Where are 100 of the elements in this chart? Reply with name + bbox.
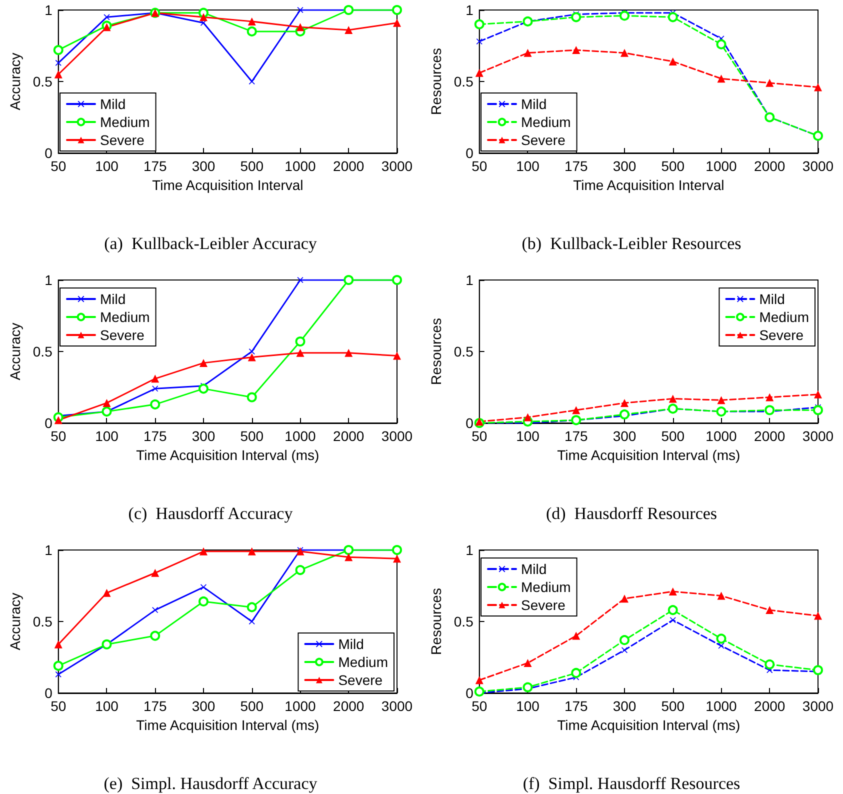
text: (c) Hausdorff Accuracy [128, 504, 294, 523]
x-tick-label: 3000 [802, 428, 834, 444]
y-tick-label: 0 [466, 685, 474, 701]
legend-label: Severe [338, 672, 383, 688]
y-axis-title: Resources [428, 48, 444, 115]
y-tick-label: 1 [466, 2, 474, 18]
x-tick-label: 100 [95, 428, 119, 444]
text: (f) Simpl. Hausdorff Resources [522, 774, 740, 793]
y-tick-label: 0.5 [32, 614, 53, 630]
x-tick-label: 175 [143, 698, 168, 714]
y-tick-label: 0 [44, 685, 53, 701]
x-axis-title: Time Acquisition Interval (ms) [136, 446, 320, 463]
x-tick-label: 3000 [381, 698, 413, 714]
y-tick-label: 0 [44, 145, 53, 161]
y-axis-title: Accuracy [7, 592, 23, 650]
y-tick-label: 0 [466, 145, 474, 161]
legend-label: Mild [100, 96, 126, 112]
x-tick-label: 300 [612, 428, 636, 444]
x-tick-label: 50 [50, 428, 66, 444]
x-tick-label: 3000 [381, 158, 413, 174]
y-tick-label: 1 [466, 542, 474, 558]
legend-label: Medium [521, 114, 571, 130]
text: (e) Simpl. Hausdorff Accuracy [104, 774, 318, 793]
x-tick-label: 100 [95, 158, 119, 174]
legend-label: Mild [338, 636, 364, 652]
y-axis-title: Accuracy [7, 52, 23, 110]
x-axis-title: Time Acquisition Interval [573, 176, 724, 193]
y-tick-label: 1 [466, 272, 474, 288]
legend-label: Medium [100, 309, 150, 325]
y-tick-label: 1 [44, 2, 53, 18]
x-tick-label: 1000 [706, 158, 738, 174]
x-tick-label: 500 [240, 698, 264, 714]
y-tick-label: 0.5 [32, 344, 53, 360]
legend-label: Mild [759, 291, 785, 307]
y-tick-label: 1 [44, 542, 53, 558]
x-tick-label: 2000 [754, 698, 786, 714]
legend-label: Mild [521, 561, 547, 577]
y-tick-label: 0.5 [454, 614, 474, 630]
x-tick-label: 100 [95, 698, 119, 714]
x-tick-label: 500 [661, 698, 685, 714]
x-tick-label: 175 [564, 158, 588, 174]
x-tick-label: 2000 [754, 428, 786, 444]
x-axis-title: Time Acquisition Interval (ms) [557, 716, 740, 733]
x-tick-label: 175 [143, 158, 168, 174]
x-tick-label: 50 [472, 158, 488, 174]
x-tick-label: 50 [50, 158, 66, 174]
x-tick-label: 1000 [706, 698, 738, 714]
x-tick-label: 1000 [284, 428, 316, 444]
x-tick-label: 3000 [802, 698, 834, 714]
legend-label: Severe [100, 132, 145, 148]
x-tick-label: 300 [192, 158, 216, 174]
text: (a) Kullback-Leibler Accuracy [104, 234, 318, 253]
y-tick-label: 0.5 [32, 74, 53, 90]
legend-label: Medium [759, 309, 810, 325]
x-tick-label: 2000 [333, 428, 364, 444]
y-axis-title: Resources [428, 318, 444, 385]
x-tick-label: 175 [143, 428, 168, 444]
y-tick-label: 0 [466, 415, 474, 431]
legend-label: Mild [100, 291, 126, 307]
x-tick-label: 500 [661, 428, 685, 444]
x-axis-title: Time Acquisition Interval (ms) [557, 446, 740, 463]
x-tick-label: 500 [240, 428, 264, 444]
x-tick-label: 1000 [284, 698, 316, 714]
x-axis-title: Time Acquisition Interval [152, 176, 304, 193]
x-tick-label: 175 [564, 698, 588, 714]
x-tick-label: 50 [50, 698, 66, 714]
x-tick-label: 2000 [333, 698, 364, 714]
x-tick-label: 175 [564, 428, 588, 444]
x-tick-label: 300 [612, 698, 636, 714]
legend-label: Severe [521, 597, 566, 613]
x-tick-label: 500 [661, 158, 685, 174]
x-tick-label: 100 [516, 698, 540, 714]
y-axis-title: Resources [428, 588, 444, 655]
x-tick-label: 2000 [754, 158, 786, 174]
y-tick-label: 0.5 [454, 344, 474, 360]
x-tick-label: 100 [516, 158, 540, 174]
x-tick-label: 2000 [333, 158, 364, 174]
legend-label: Severe [100, 327, 145, 343]
x-tick-label: 1000 [284, 158, 316, 174]
text: (b) Kullback-Leibler Resources [522, 234, 742, 253]
y-axis-title: Accuracy [7, 322, 23, 380]
legend-label: Severe [759, 327, 804, 343]
legend-label: Medium [338, 654, 388, 670]
x-tick-label: 3000 [802, 158, 834, 174]
x-tick-label: 300 [192, 698, 216, 714]
text: (d) Hausdorff Resources [546, 504, 718, 523]
legend-label: Medium [521, 579, 571, 595]
x-tick-label: 3000 [381, 428, 413, 444]
y-tick-label: 1 [44, 272, 53, 288]
legend-label: Mild [521, 96, 547, 112]
x-tick-label: 100 [516, 428, 540, 444]
x-tick-label: 500 [240, 158, 264, 174]
y-tick-label: 0.5 [454, 74, 474, 90]
legend-label: Severe [521, 132, 566, 148]
y-tick-label: 0 [44, 415, 53, 431]
x-tick-label: 50 [472, 428, 488, 444]
x-tick-label: 300 [612, 158, 636, 174]
x-tick-label: 50 [472, 698, 488, 714]
x-tick-label: 1000 [706, 428, 738, 444]
x-tick-label: 300 [192, 428, 216, 444]
